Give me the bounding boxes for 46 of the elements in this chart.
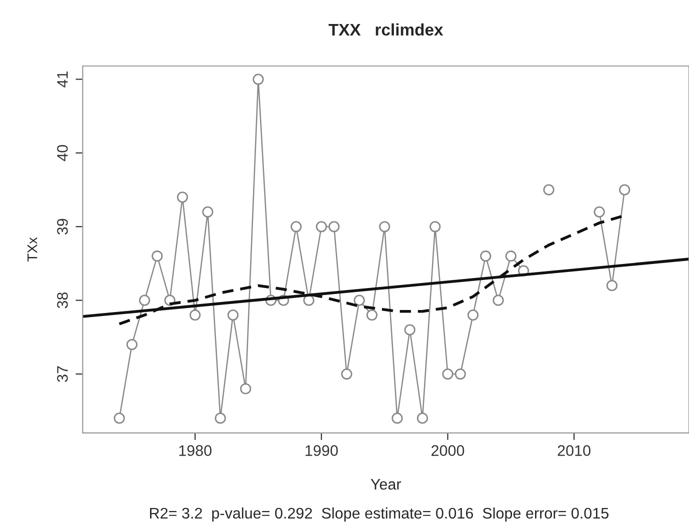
point: [152, 250, 163, 262]
point: [227, 310, 239, 321]
point: [454, 368, 466, 380]
point: [619, 184, 630, 196]
point: [328, 221, 340, 232]
x-tick-label: 1990: [306, 445, 338, 456]
y-tick-label: 37: [57, 366, 68, 382]
point: [366, 310, 378, 321]
x-tick-label: 2010: [558, 445, 590, 456]
chart-title: TXX rclimdex: [328, 23, 444, 36]
y-tick-label: 39: [57, 218, 68, 235]
y-axis-title: TXx: [28, 237, 38, 262]
point: [354, 294, 365, 306]
text: R2= 3.2 p-value= 0.292 Slope estimate= 0.016 Slope error= 0.015: [150, 507, 608, 522]
y-tick-label: 40: [57, 145, 68, 162]
point: [505, 250, 516, 262]
point: [543, 184, 554, 196]
point: [316, 221, 327, 232]
point: [492, 294, 504, 306]
point: [594, 206, 605, 218]
point: [379, 221, 390, 232]
point: [404, 324, 416, 336]
point: [139, 294, 150, 306]
point: [442, 368, 454, 380]
point: [416, 412, 428, 424]
x-tick-label: 1980: [179, 445, 212, 456]
point: [240, 383, 252, 394]
point: [341, 368, 352, 380]
point: [114, 412, 125, 424]
point: [606, 280, 618, 292]
x-tick-label: 2000: [432, 445, 464, 456]
point: [480, 250, 492, 262]
point: [202, 206, 214, 218]
point: [176, 192, 188, 203]
point: [126, 338, 138, 350]
y-tick-label: 38: [57, 292, 68, 308]
x-axis-title: Year: [370, 479, 402, 490]
point: [290, 221, 302, 232]
point: [303, 294, 314, 306]
y-tick-label: 41: [57, 72, 68, 88]
point: [214, 412, 226, 424]
point: [430, 221, 441, 232]
point: [467, 310, 479, 321]
point: [392, 412, 403, 424]
point: [190, 310, 201, 321]
point: [252, 74, 264, 85]
